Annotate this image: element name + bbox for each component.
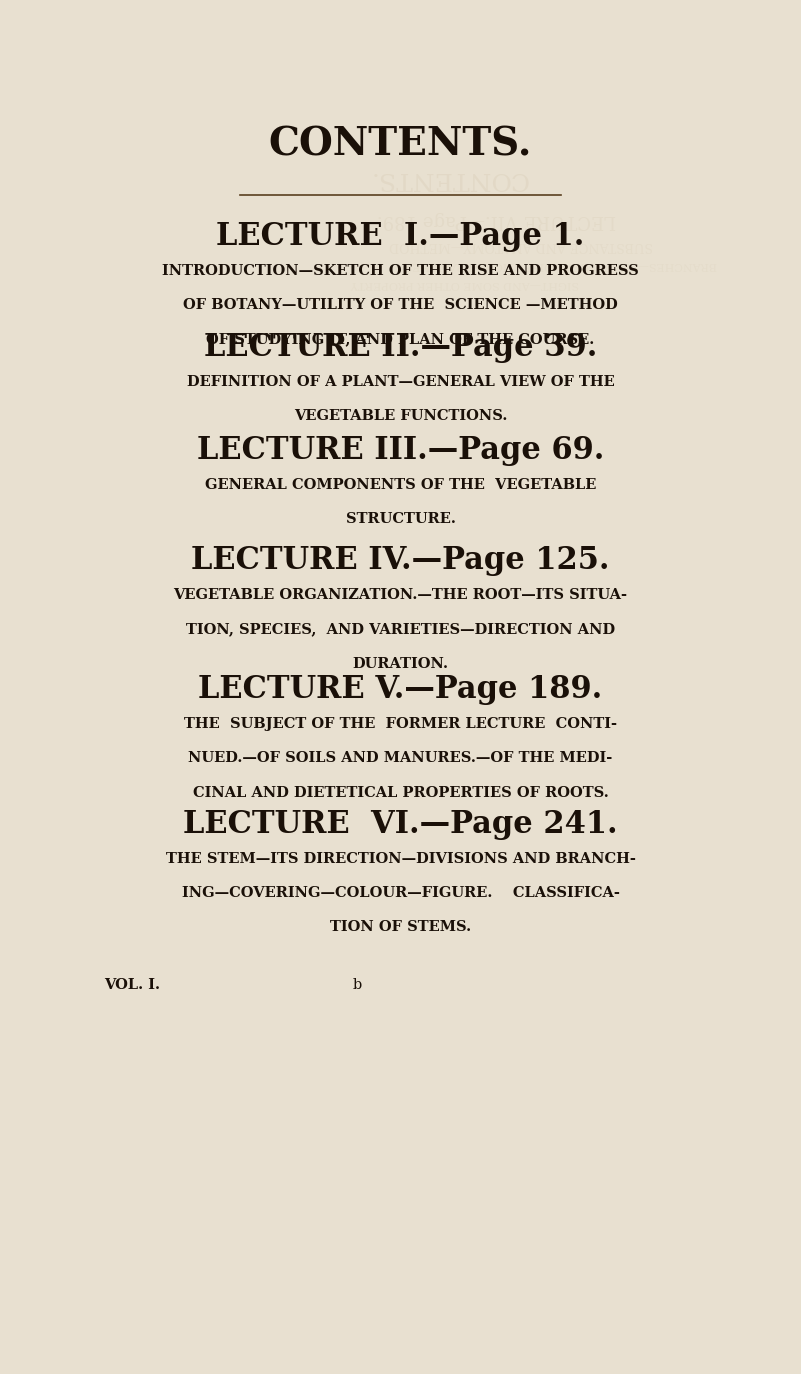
- Text: SUBSTANCE AND ANATOMY—METHOD: SUBSTANCE AND ANATOMY—METHOD: [388, 239, 653, 253]
- Text: ING—COVERING—COLOUR—FIGURE.    CLASSIFICA-: ING—COVERING—COLOUR—FIGURE. CLASSIFICA-: [182, 886, 619, 900]
- Text: THE  SUBJECT OF THE  FORMER LECTURE  CONTI-: THE SUBJECT OF THE FORMER LECTURE CONTI-: [184, 717, 617, 731]
- Text: OF BOTANY—UTILITY OF THE  SCIENCE —METHOD: OF BOTANY—UTILITY OF THE SCIENCE —METHOD: [183, 298, 618, 312]
- Text: VEGETABLE ORGANIZATION.—THE ROOT—ITS SITUA-: VEGETABLE ORGANIZATION.—THE ROOT—ITS SIT…: [174, 588, 627, 602]
- Text: CONTENTS.: CONTENTS.: [269, 125, 532, 164]
- Text: LECTURE II.—Page 39.: LECTURE II.—Page 39.: [203, 333, 598, 363]
- Text: GENERAL COMPONENTS OF THE  VEGETABLE: GENERAL COMPONENTS OF THE VEGETABLE: [205, 478, 596, 492]
- Text: DURATION.: DURATION.: [352, 657, 449, 671]
- Text: VOL. I.: VOL. I.: [104, 978, 160, 992]
- Text: NUED.—OF SOILS AND MANURES.—OF THE MEDI-: NUED.—OF SOILS AND MANURES.—OF THE MEDI-: [188, 752, 613, 765]
- Text: LECTURE V.—Page 189.: LECTURE V.—Page 189.: [199, 675, 602, 705]
- Text: CONTENTS.: CONTENTS.: [369, 168, 528, 190]
- Text: THE STEM—ITS DIRECTION—DIVISIONS AND BRANCH-: THE STEM—ITS DIRECTION—DIVISIONS AND BRA…: [166, 852, 635, 866]
- Text: LECTURE IV.—Page 125.: LECTURE IV.—Page 125.: [191, 545, 610, 576]
- Text: OF STUDYING IT, AND PLAN OF THE COURSE.: OF STUDYING IT, AND PLAN OF THE COURSE.: [207, 333, 594, 346]
- Text: b: b: [352, 978, 362, 992]
- Text: TION OF STEMS.: TION OF STEMS.: [330, 921, 471, 934]
- Text: LECTURE VII.—Page 189.: LECTURE VII.—Page 189.: [377, 210, 616, 229]
- Text: TION, SPECIES,  AND VARIETIES—DIRECTION AND: TION, SPECIES, AND VARIETIES—DIRECTION A…: [186, 622, 615, 636]
- Text: DEFINITION OF A PLANT—GENERAL VIEW OF THE: DEFINITION OF A PLANT—GENERAL VIEW OF TH…: [187, 375, 614, 389]
- Text: STRUCTURE.: STRUCTURE.: [345, 513, 456, 526]
- Text: SIGHT—AND SOME OTHER PROPERTY: SIGHT—AND SOME OTHER PROPERTY: [350, 279, 579, 290]
- Text: LECTURE  I.—Page 1.: LECTURE I.—Page 1.: [216, 221, 585, 251]
- Text: CINAL AND DIETETICAL PROPERTIES OF ROOTS.: CINAL AND DIETETICAL PROPERTIES OF ROOTS…: [192, 786, 609, 800]
- Text: INTRODUCTION—SKETCH OF THE RISE AND PROGRESS: INTRODUCTION—SKETCH OF THE RISE AND PROG…: [162, 264, 639, 278]
- Text: LECTURE III.—Page 69.: LECTURE III.—Page 69.: [197, 436, 604, 466]
- Text: BRANCHES—ANATOMICAL DIRECTION—BRANCHES: BRANCHES—ANATOMICAL DIRECTION—BRANCHES: [405, 260, 717, 271]
- Text: LECTURE  VI.—Page 241.: LECTURE VI.—Page 241.: [183, 809, 618, 840]
- Text: VEGETABLE FUNCTIONS.: VEGETABLE FUNCTIONS.: [294, 409, 507, 423]
